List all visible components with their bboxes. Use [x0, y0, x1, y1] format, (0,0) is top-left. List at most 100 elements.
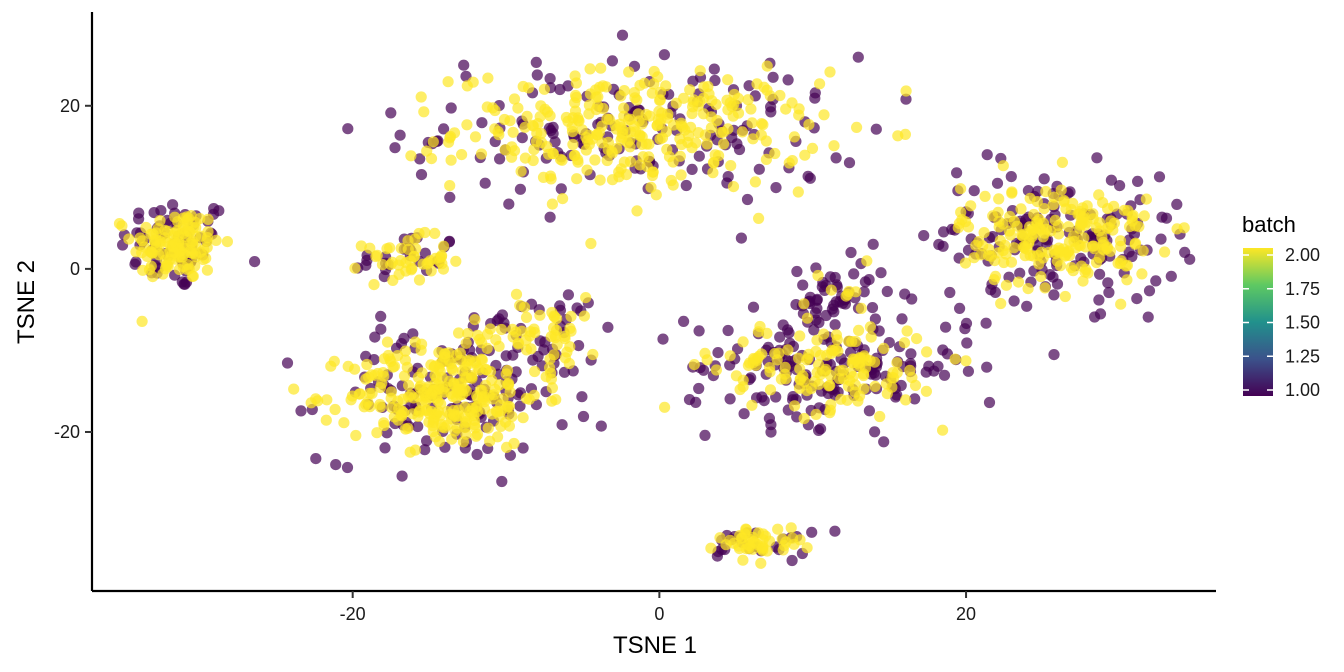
point-batch-high [737, 554, 749, 566]
point-batch-high [442, 76, 454, 88]
point-batch-high [413, 274, 426, 286]
point-batch-low [724, 393, 736, 405]
point-batch-high [1065, 262, 1077, 274]
colorbar-tick-label: 1.00 [1285, 380, 1320, 400]
point-batch-high [446, 433, 458, 445]
point-batch-low [809, 92, 821, 104]
point-batch-low [1165, 270, 1177, 282]
point-batch-high [154, 215, 166, 227]
point-batch-low [1142, 311, 1154, 323]
point-batch-high [1035, 271, 1047, 283]
point-batch-high [569, 105, 582, 117]
point-batch-low [295, 405, 307, 417]
point-batch-high [684, 84, 696, 96]
point-batch-high [368, 279, 380, 291]
point-batch-high [755, 129, 767, 141]
point-batch-high [195, 230, 207, 242]
point-batch-high [736, 126, 749, 138]
point-batch-high [398, 370, 411, 382]
point-batch-high [780, 103, 792, 115]
point-batch-high [898, 337, 911, 349]
point-batch-low [683, 394, 696, 406]
point-batch-low [130, 256, 142, 268]
colorbar-tick-label: 1.75 [1285, 279, 1320, 299]
point-batch-high [677, 121, 689, 133]
point-batch-high [573, 115, 585, 127]
point-batch-high [1011, 220, 1023, 232]
point-batch-high [1133, 221, 1145, 233]
point-batch-high [184, 226, 196, 238]
point-batch-high [475, 148, 488, 160]
point-batch-low [516, 132, 528, 144]
point-batch-high [469, 314, 481, 326]
point-batch-high [814, 78, 826, 90]
point-batch-high [549, 329, 561, 341]
point-batch-high [1136, 268, 1148, 280]
point-batch-high [676, 139, 688, 151]
point-batch-high [818, 328, 830, 340]
point-batch-high [734, 383, 746, 396]
point-batch-high [501, 364, 514, 377]
point-batch-high [813, 359, 825, 371]
point-batch-high [760, 153, 773, 165]
point-batch-high [1033, 222, 1045, 234]
point-batch-high [865, 331, 877, 343]
point-batch-high [187, 235, 199, 248]
x-tick-label: 0 [654, 604, 664, 624]
point-batch-low [809, 307, 822, 319]
point-batch-high [136, 247, 148, 259]
point-batch-high [534, 309, 546, 321]
point-batch-high [190, 251, 202, 263]
point-batch-high [780, 373, 792, 385]
point-batch-high [320, 414, 332, 426]
point-batch-high [461, 119, 473, 131]
point-batch-low [1160, 212, 1173, 224]
point-batch-high [1077, 212, 1089, 224]
point-batch-high [310, 393, 322, 405]
point-batch-low [555, 183, 567, 195]
point-batch-high [445, 358, 457, 370]
point-batch-high [749, 537, 761, 549]
point-batch-high [949, 353, 961, 365]
point-batch-high [970, 239, 982, 251]
point-batch-high [445, 154, 457, 166]
point-batch-high [559, 330, 571, 342]
point-batch-low [385, 107, 397, 119]
point-batch-low [657, 333, 669, 345]
point-batch-high [686, 142, 698, 154]
point-batch-high [402, 243, 414, 255]
point-batch-low [782, 74, 794, 86]
point-batch-low [421, 435, 433, 447]
point-batch-high [705, 542, 717, 554]
point-batch-high [1115, 240, 1127, 252]
point-batch-low [494, 153, 506, 165]
point-batch-low [414, 153, 426, 165]
point-batch-high [659, 401, 671, 413]
point-batch-high [578, 310, 591, 322]
point-batch-high [470, 430, 482, 442]
point-batch-high [529, 365, 541, 378]
point-batch-high [134, 232, 146, 244]
point-batch-high [472, 329, 484, 341]
point-batch-low [678, 315, 690, 327]
point-batch-high [701, 354, 713, 366]
point-batch-low [419, 444, 431, 456]
point-batch-high [517, 412, 529, 424]
point-batch-high [508, 437, 520, 450]
point-batch-high [503, 400, 515, 413]
point-batch-high [756, 118, 768, 130]
point-batch-low [1093, 294, 1105, 306]
point-batch-high [1060, 203, 1072, 215]
point-batch-high [801, 542, 813, 554]
point-batch-high [1049, 214, 1061, 226]
point-batch-high [460, 428, 472, 440]
point-batch-high [825, 284, 837, 296]
point-batch-high [624, 156, 637, 168]
point-batch-high [157, 248, 169, 260]
point-batch-high [154, 238, 166, 250]
point-batch-high [1087, 213, 1099, 225]
point-batch-high [650, 189, 662, 201]
point-batch-high [968, 252, 980, 264]
point-batch-low [767, 71, 779, 83]
point-batch-low [951, 167, 963, 179]
